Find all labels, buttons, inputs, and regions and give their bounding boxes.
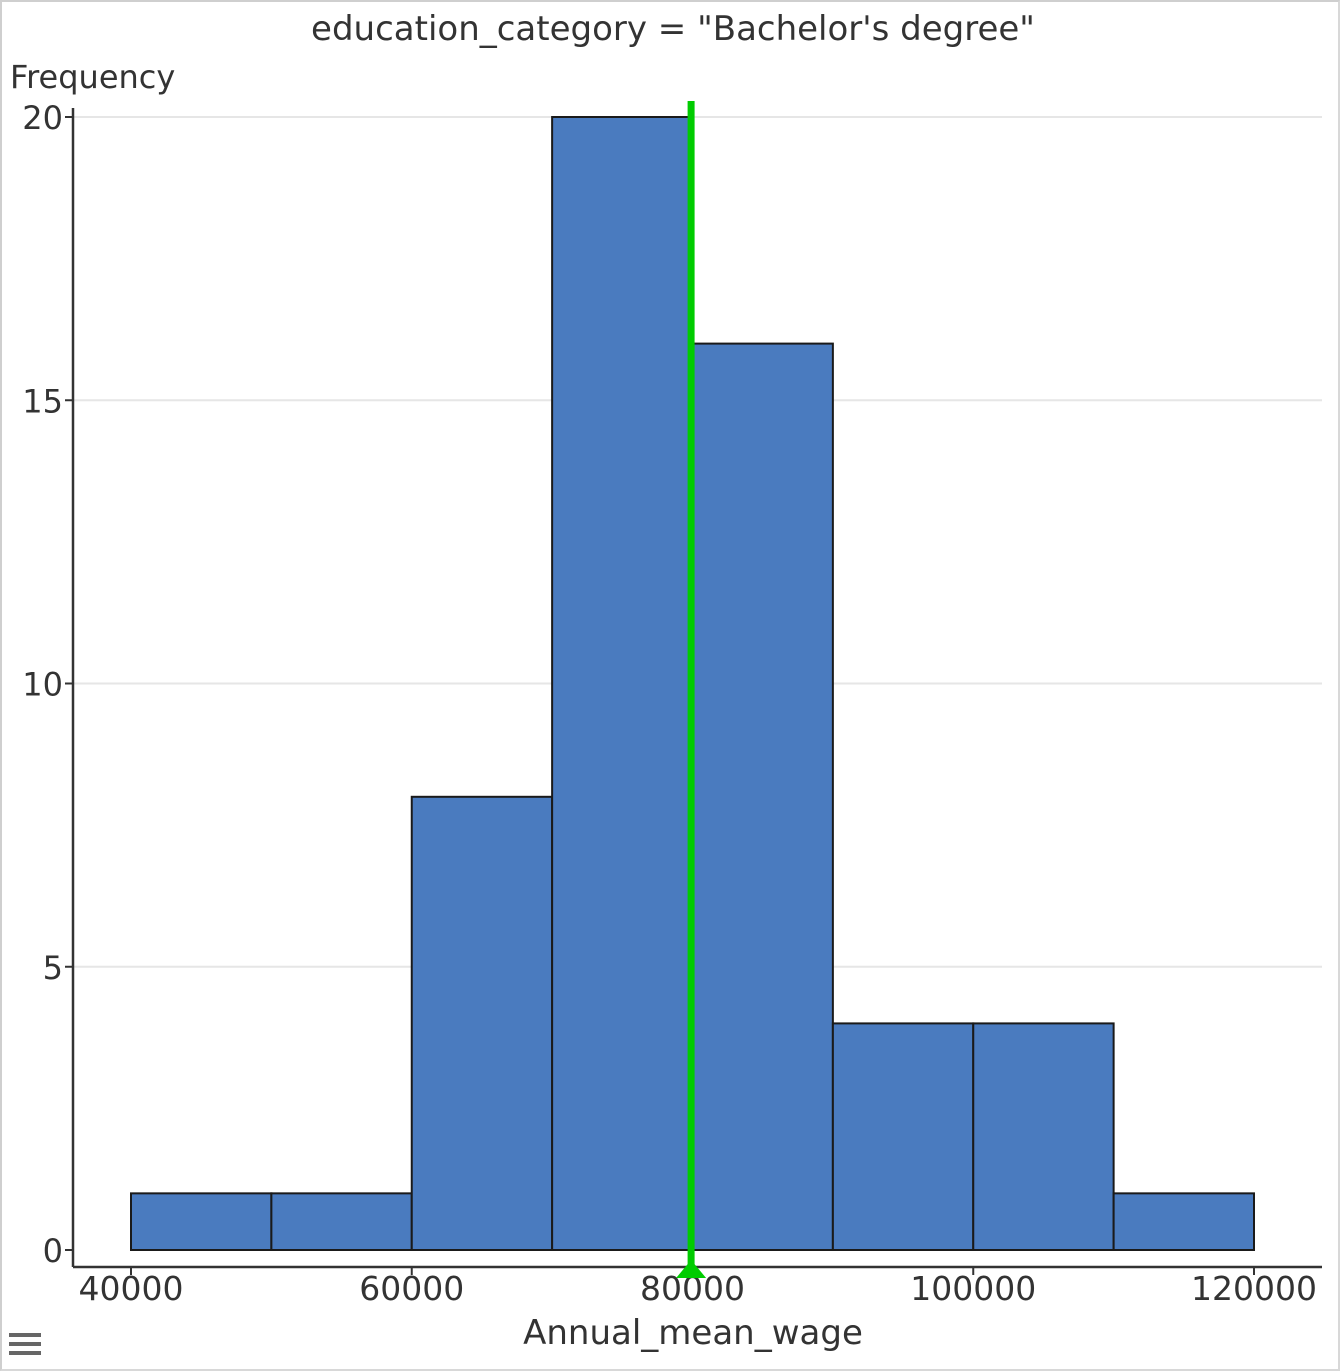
- x-axis-label: Annual_mean_wage: [523, 1313, 863, 1353]
- reference-line-group: [676, 101, 707, 1278]
- histogram-bar: [691, 342, 834, 1252]
- histogram-bar: [270, 1192, 413, 1251]
- chart-title: education_category = "Bachelor's degree": [311, 9, 1035, 49]
- histogram-bar: [831, 1022, 975, 1252]
- histogram-bar: [410, 795, 554, 1251]
- y-axis-label: Frequency: [10, 58, 175, 96]
- y-tick-label: 0: [43, 1232, 63, 1270]
- menu-icon-bar: [9, 1351, 41, 1355]
- y-tick-label: 5: [43, 949, 63, 987]
- x-tick-label: 120000: [1191, 1269, 1317, 1308]
- histogram-bar: [972, 1022, 1115, 1252]
- menu-icon-bar: [9, 1342, 41, 1346]
- menu-icon[interactable]: [9, 1333, 41, 1357]
- reference-line-marker: [676, 1260, 707, 1278]
- x-tick-label: 40000: [79, 1269, 184, 1308]
- y-tick-label: 20: [22, 99, 63, 137]
- y-tick-label: 10: [22, 666, 63, 704]
- histogram-bar: [130, 1192, 273, 1251]
- histogram-bar: [551, 116, 694, 1251]
- y-tick-label: 15: [22, 382, 63, 420]
- menu-icon-bar: [9, 1333, 41, 1337]
- histogram-bar: [1112, 1192, 1255, 1251]
- x-tick-label: 100000: [910, 1269, 1036, 1308]
- x-tick-label: 60000: [359, 1269, 464, 1308]
- histogram-bars: [130, 116, 1255, 1252]
